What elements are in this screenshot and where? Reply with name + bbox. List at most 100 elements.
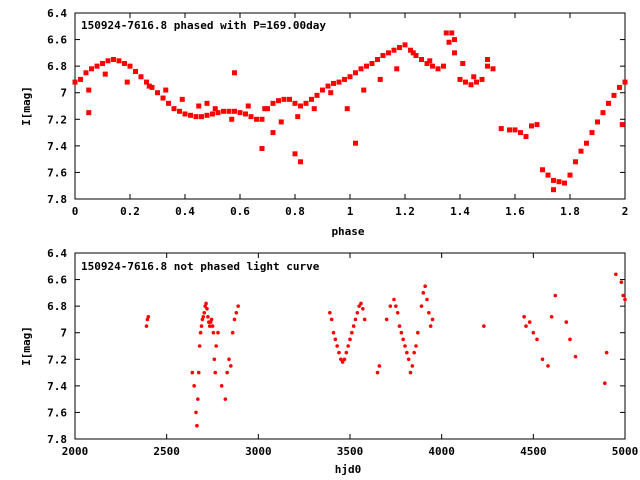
data-point [298, 103, 303, 109]
data-point [392, 297, 396, 302]
data-point [295, 114, 301, 120]
data-point [146, 83, 152, 89]
data-point [171, 106, 177, 112]
y-axis-label: I[mag] [20, 86, 33, 126]
data-point [527, 320, 532, 324]
data-point [405, 350, 409, 355]
data-point [584, 140, 589, 146]
data-point [394, 66, 400, 72]
data-point [416, 330, 420, 335]
data-point [614, 272, 618, 277]
data-point [357, 304, 361, 308]
x-tick-label: 0.6 [230, 205, 250, 218]
data-point [362, 317, 367, 322]
data-point [351, 324, 356, 328]
data-point [196, 370, 201, 375]
data-point [328, 310, 332, 315]
data-point [408, 370, 413, 375]
data-point [342, 357, 347, 362]
data-point [127, 63, 133, 69]
data-point [202, 310, 207, 315]
data-point [199, 324, 204, 328]
data-point [551, 177, 556, 183]
data-point [311, 106, 317, 112]
data-point [443, 30, 449, 36]
data-point [428, 324, 433, 328]
data-point [314, 92, 320, 98]
data-point [375, 370, 380, 375]
data-point [619, 280, 624, 285]
data-point [243, 111, 248, 117]
data-point [485, 63, 490, 69]
data-point [195, 423, 199, 428]
data-point [375, 57, 380, 62]
data-point [94, 63, 100, 69]
data-point [221, 108, 226, 114]
data-point [197, 344, 202, 348]
data-point [303, 100, 309, 106]
data-point [207, 324, 212, 328]
data-point [463, 79, 468, 85]
data-point [358, 66, 364, 72]
data-point [254, 116, 259, 122]
x-tick-label: 1.4 [450, 205, 470, 218]
data-point [72, 79, 78, 85]
data-point [348, 337, 352, 342]
data-point [331, 330, 336, 335]
data-point [617, 84, 622, 90]
data-point [237, 110, 243, 116]
y-axis-label: I[mag] [20, 326, 33, 366]
data-point [86, 87, 92, 93]
y-tick-label: 7.2 [47, 113, 67, 126]
data-point [446, 39, 452, 45]
data-point [100, 60, 105, 66]
data-point [395, 310, 400, 315]
data-point [205, 307, 209, 311]
unphased-panel: 150924-7616.8 not phased light curve I[m… [20, 247, 638, 476]
data-point [578, 148, 584, 154]
data-point [399, 330, 404, 335]
data-point [540, 357, 545, 362]
data-point [210, 324, 215, 328]
data-point [403, 344, 407, 348]
data-point [573, 159, 578, 165]
data-point [122, 60, 127, 66]
data-point [397, 324, 402, 328]
data-point [219, 384, 224, 388]
data-point [468, 82, 474, 88]
data-point [215, 110, 221, 116]
data-point [452, 37, 457, 43]
data-point [225, 370, 229, 375]
data-point [377, 76, 383, 82]
data-point [346, 344, 350, 348]
data-point [163, 87, 169, 93]
data-point [209, 317, 214, 322]
data-point [204, 112, 210, 118]
y-tick-label: 7 [60, 327, 67, 340]
data-point [622, 79, 628, 85]
data-point [194, 410, 198, 415]
data-point [553, 293, 558, 298]
data-point [412, 350, 416, 355]
data-point [430, 317, 435, 322]
data-point [568, 337, 572, 342]
data-point [425, 297, 429, 302]
data-point [78, 76, 83, 82]
x-tick-label: 1.2 [395, 205, 415, 218]
data-point [144, 324, 149, 328]
data-point [350, 330, 354, 335]
x-tick-label: 2000 [62, 445, 89, 458]
y-tick-label: 7.6 [47, 406, 67, 419]
data-point [573, 354, 578, 359]
data-point [430, 63, 435, 69]
data-point [562, 180, 567, 186]
data-point [199, 114, 204, 120]
data-point [512, 127, 518, 133]
data-point [534, 122, 540, 128]
data-point [361, 87, 367, 93]
data-point [391, 47, 397, 53]
data-point [278, 119, 284, 125]
y-tick-label: 7 [60, 87, 67, 100]
data-point [471, 74, 477, 80]
data-point [124, 79, 130, 85]
